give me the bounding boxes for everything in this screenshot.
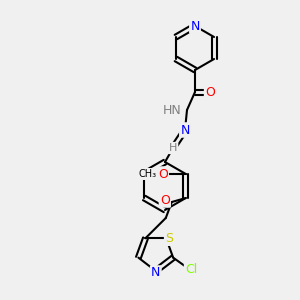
Text: H: H [169,143,177,153]
Text: O: O [160,194,170,206]
Text: O: O [158,167,168,181]
Text: N: N [190,20,200,32]
Text: HN: HN [162,103,181,116]
Text: O: O [205,85,215,98]
Text: CH₃: CH₃ [139,169,157,179]
Text: N: N [151,266,160,280]
Text: S: S [165,232,173,245]
Text: N: N [180,124,190,136]
Text: Cl: Cl [185,263,197,276]
